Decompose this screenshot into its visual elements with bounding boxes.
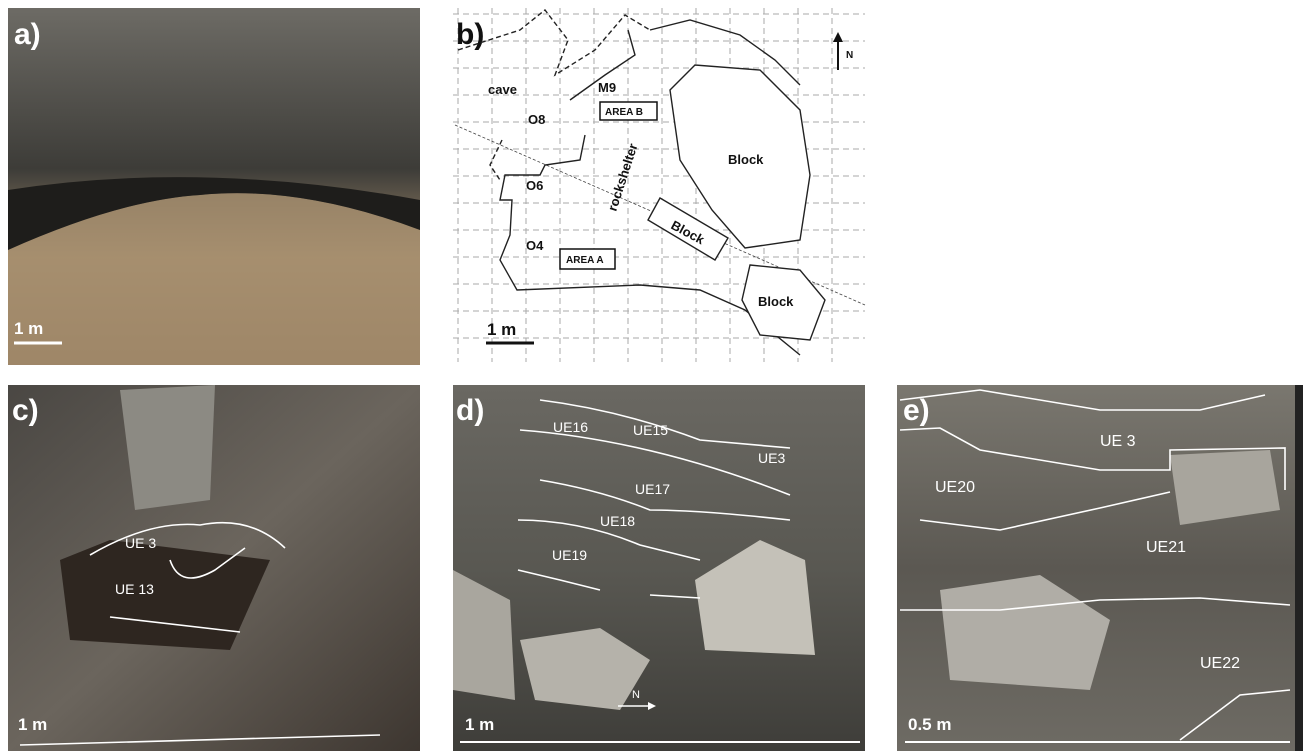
unit-label: UE18 <box>600 513 635 529</box>
unit-label: UE 3 <box>125 535 156 551</box>
area-label: AREA A <box>566 255 604 266</box>
scale-label: 1 m <box>487 320 516 339</box>
map-b: b) AREA B AREA A cave M9 O8 O6 O4 rocksh… <box>453 8 866 362</box>
scale-label: 1 m <box>14 319 43 338</box>
map-label: cave <box>488 82 517 97</box>
map-label: O4 <box>526 238 544 253</box>
map-label: Block <box>758 294 794 309</box>
photo-d: d) UE16 UE15 UE3 UE17 UE18 UE19 N 1 m <box>453 385 865 751</box>
unit-label: UE 13 <box>115 581 154 597</box>
unit-label: UE16 <box>553 419 588 435</box>
scale-label: 1 m <box>18 715 47 734</box>
photo-e: e) UE 3 UE20 UE21 UE22 0.5 m <box>897 385 1303 751</box>
unit-label: UE 3 <box>1100 433 1136 450</box>
unit-label: UE3 <box>758 450 785 466</box>
scale-label: 1 m <box>465 715 494 734</box>
photo-a: a) 1 m <box>8 8 420 365</box>
map-label: O6 <box>526 178 543 193</box>
panel-label: d) <box>456 394 484 427</box>
unit-label: UE21 <box>1146 539 1186 556</box>
unit-label: UE22 <box>1200 655 1240 672</box>
map-label: rockshelter <box>605 142 641 213</box>
panel-label: a) <box>14 18 41 51</box>
panel-label: c) <box>12 394 39 427</box>
photo-c: c) UE 3 UE 13 1 m <box>8 385 420 751</box>
area-label: AREA B <box>605 107 643 118</box>
north-label: N <box>846 50 853 61</box>
unit-label: UE19 <box>552 547 587 563</box>
map-label: O8 <box>528 112 545 127</box>
scale-label: 0.5 m <box>908 715 951 734</box>
north-label: N <box>632 689 640 701</box>
map-label: Block <box>728 152 764 167</box>
unit-label: UE15 <box>633 422 668 438</box>
unit-label: UE17 <box>635 481 670 497</box>
panel-label: e) <box>903 394 930 427</box>
map-label: M9 <box>598 80 616 95</box>
unit-label: UE20 <box>935 479 975 496</box>
